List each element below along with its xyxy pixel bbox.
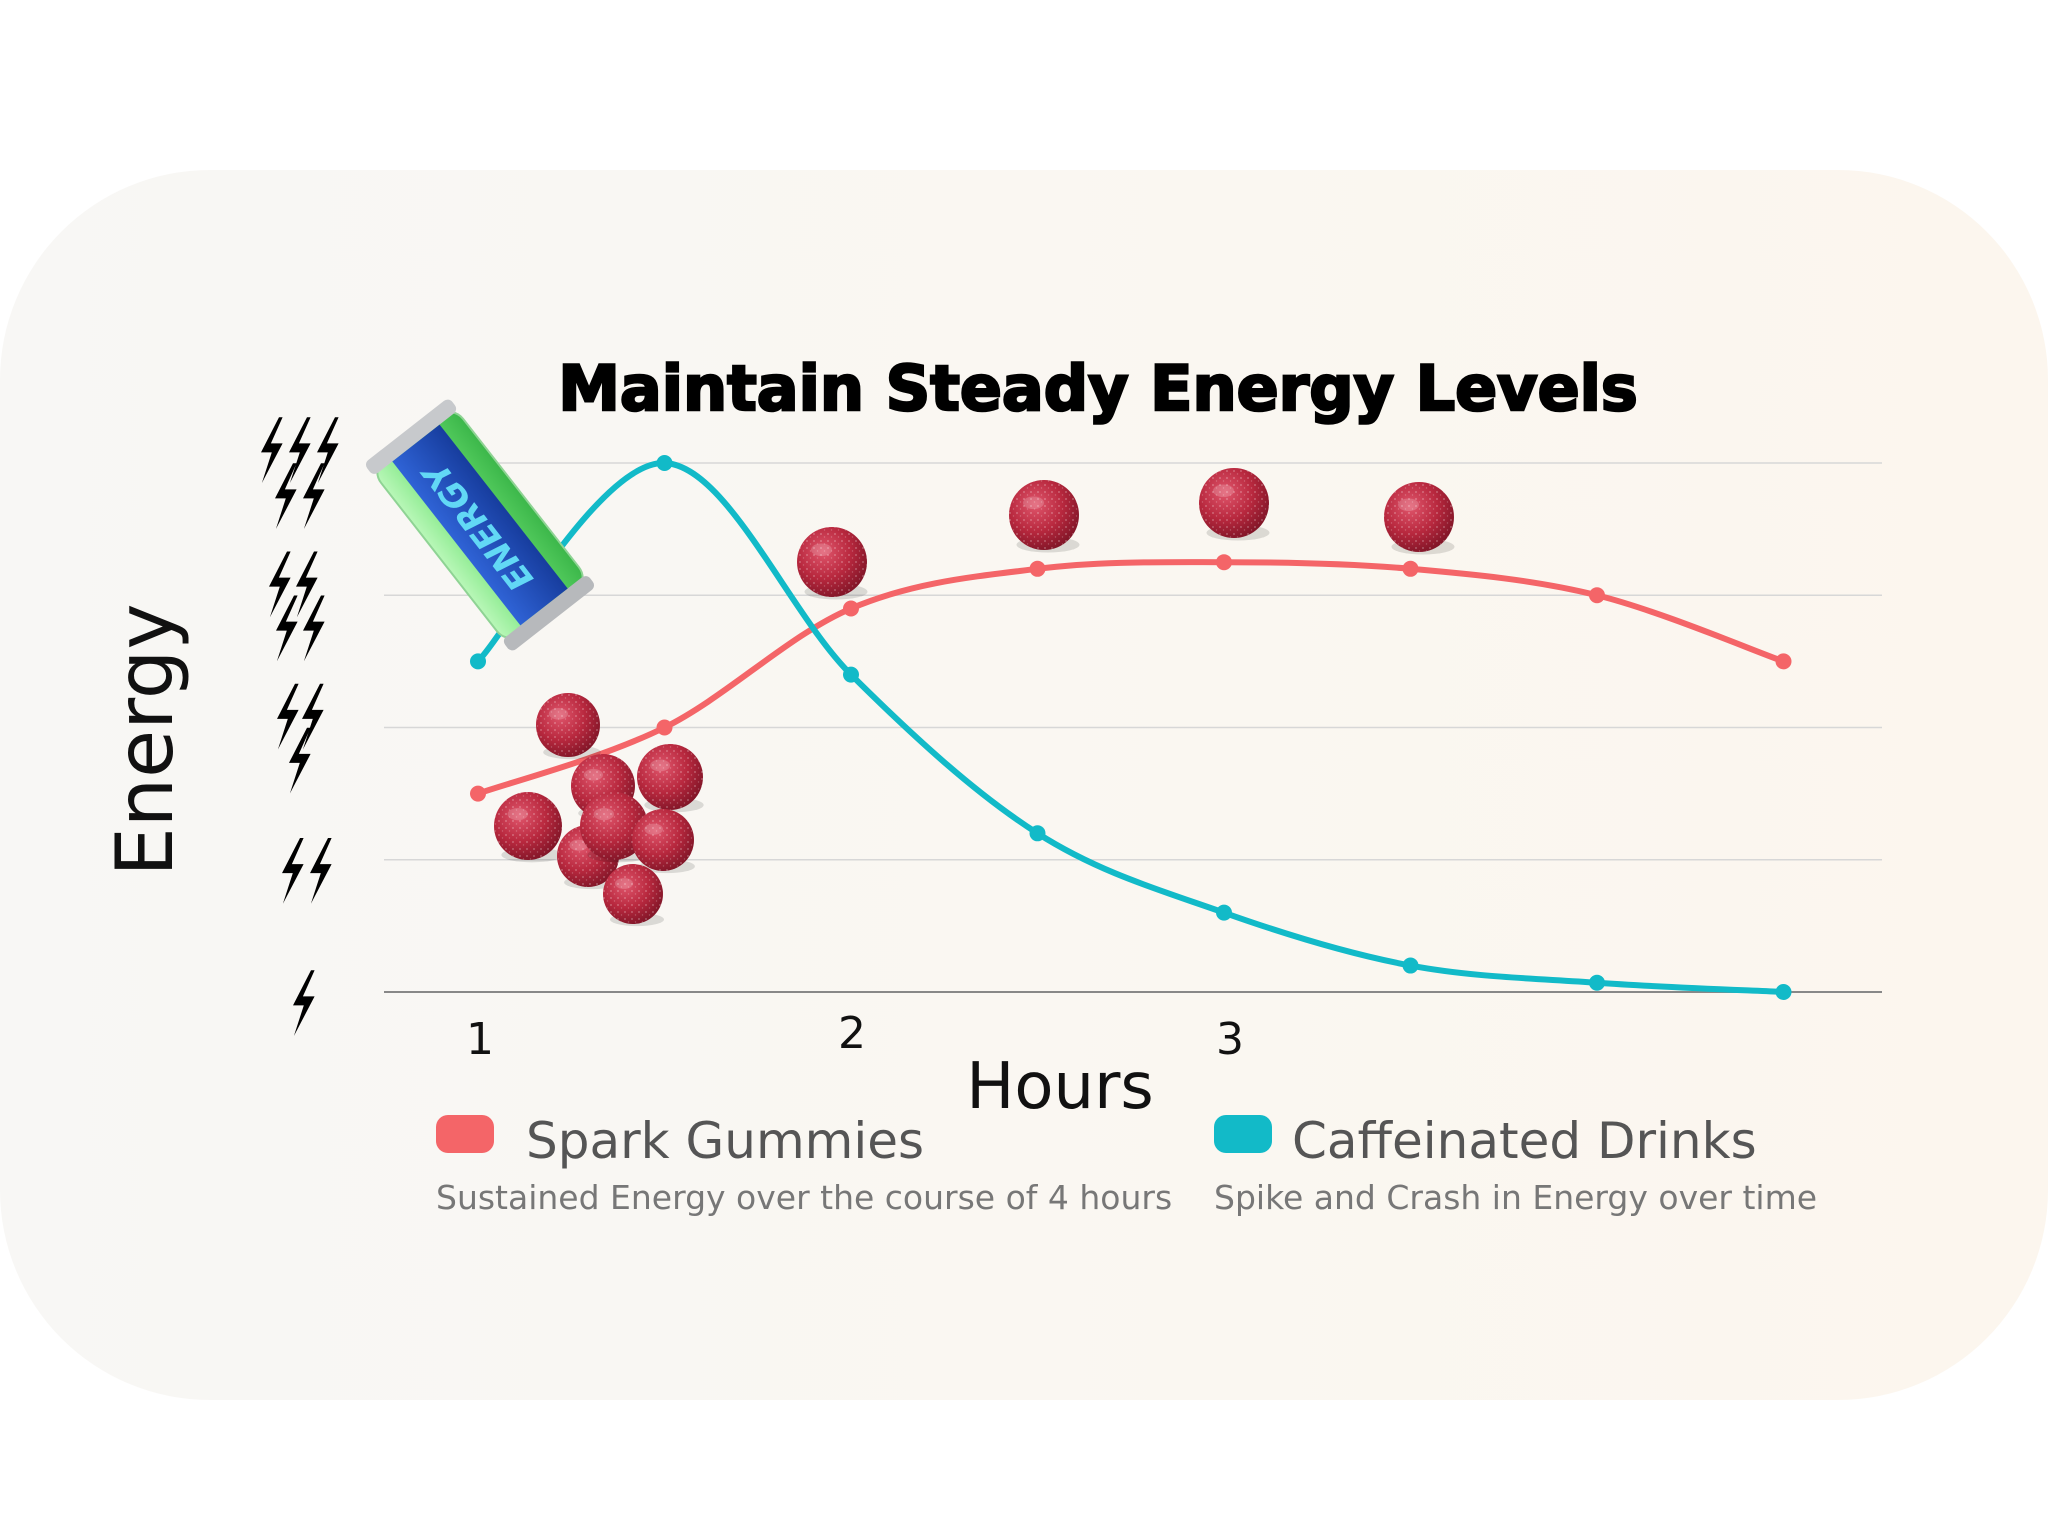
gummy-icon bbox=[797, 527, 868, 600]
lightning-bolt-icon bbox=[269, 551, 291, 618]
legend-label-spark-gummies: Spark Gummies bbox=[526, 1112, 925, 1170]
gummy-icon bbox=[1384, 482, 1455, 555]
y-axis-bolt-icons bbox=[261, 417, 339, 1036]
x-tick-label: 1 bbox=[466, 1014, 494, 1065]
data-point bbox=[1775, 653, 1792, 670]
data-point bbox=[1216, 554, 1232, 571]
gummy-icon bbox=[632, 809, 695, 874]
gummy-icon bbox=[536, 693, 601, 760]
data-point bbox=[656, 719, 673, 736]
x-axis-tick-labels: 1 2 3 bbox=[466, 1008, 1244, 1065]
series-spark-gummies bbox=[470, 554, 1792, 802]
data-point bbox=[1775, 984, 1792, 1000]
data-point bbox=[470, 785, 486, 802]
lightning-bolt-icon bbox=[282, 838, 304, 904]
chart-card bbox=[0, 170, 2048, 1400]
gummy-pile-image bbox=[494, 693, 704, 927]
y-tick-bolt-icons bbox=[277, 683, 324, 794]
y-tick-bolt-icons bbox=[269, 551, 325, 662]
grid-lines bbox=[384, 462, 1882, 993]
lightning-bolt-icon bbox=[317, 417, 339, 483]
chart-title: Maintain Steady Energy Levels bbox=[558, 352, 1638, 425]
gummy-icon bbox=[580, 792, 649, 863]
data-point bbox=[843, 600, 859, 617]
data-point bbox=[1029, 825, 1046, 842]
y-axis-label: Energy bbox=[101, 603, 191, 876]
lightning-bolt-icon bbox=[310, 838, 332, 904]
data-point bbox=[1029, 560, 1046, 577]
gummy-icon bbox=[494, 792, 563, 863]
gummy-icon bbox=[1199, 468, 1270, 541]
lightning-bolt-icon bbox=[296, 551, 318, 618]
data-point bbox=[470, 653, 486, 670]
energy-can-image: ENERGY bbox=[365, 399, 595, 651]
lightning-bolt-icon bbox=[276, 595, 298, 662]
y-tick-bolt-icons bbox=[282, 838, 332, 904]
legend-swatch-caffeinated-drinks bbox=[1214, 1115, 1272, 1153]
lightning-bolt-icon bbox=[289, 417, 311, 483]
data-point bbox=[1402, 560, 1419, 577]
data-point bbox=[1402, 957, 1419, 974]
x-tick-label: 3 bbox=[1216, 1014, 1244, 1065]
gummy-icon bbox=[603, 864, 664, 927]
y-tick-bolt-icons bbox=[261, 417, 339, 529]
data-point bbox=[1216, 904, 1232, 921]
series-lines bbox=[470, 455, 1792, 1000]
gummy-singles-image bbox=[797, 468, 1455, 600]
data-point bbox=[843, 666, 859, 683]
y-tick-bolt-icons bbox=[293, 970, 315, 1036]
data-point bbox=[1589, 974, 1605, 991]
data-point bbox=[1589, 587, 1605, 604]
lightning-bolt-icon bbox=[303, 595, 325, 662]
legend-desc-caffeinated-drinks: Spike and Crash in Energy over time bbox=[1214, 1178, 1818, 1217]
legend-label-caffeinated-drinks: Caffeinated Drinks bbox=[1292, 1112, 1757, 1170]
series-line bbox=[475, 559, 1787, 797]
lightning-bolt-icon bbox=[261, 417, 283, 483]
series-caffeinated-drinks bbox=[470, 455, 1792, 1000]
gummy-icon bbox=[1009, 480, 1080, 553]
legend-desc-spark-gummies: Sustained Energy over the course of 4 ho… bbox=[436, 1178, 1173, 1217]
lightning-bolt-icon bbox=[293, 970, 315, 1036]
data-point bbox=[656, 455, 673, 471]
x-tick-label: 2 bbox=[838, 1008, 866, 1059]
legend-swatch-spark-gummies bbox=[436, 1115, 494, 1153]
x-axis-label: Hours bbox=[966, 1050, 1154, 1124]
gummy-icon bbox=[637, 744, 704, 813]
lightning-bolt-icon bbox=[277, 683, 299, 750]
